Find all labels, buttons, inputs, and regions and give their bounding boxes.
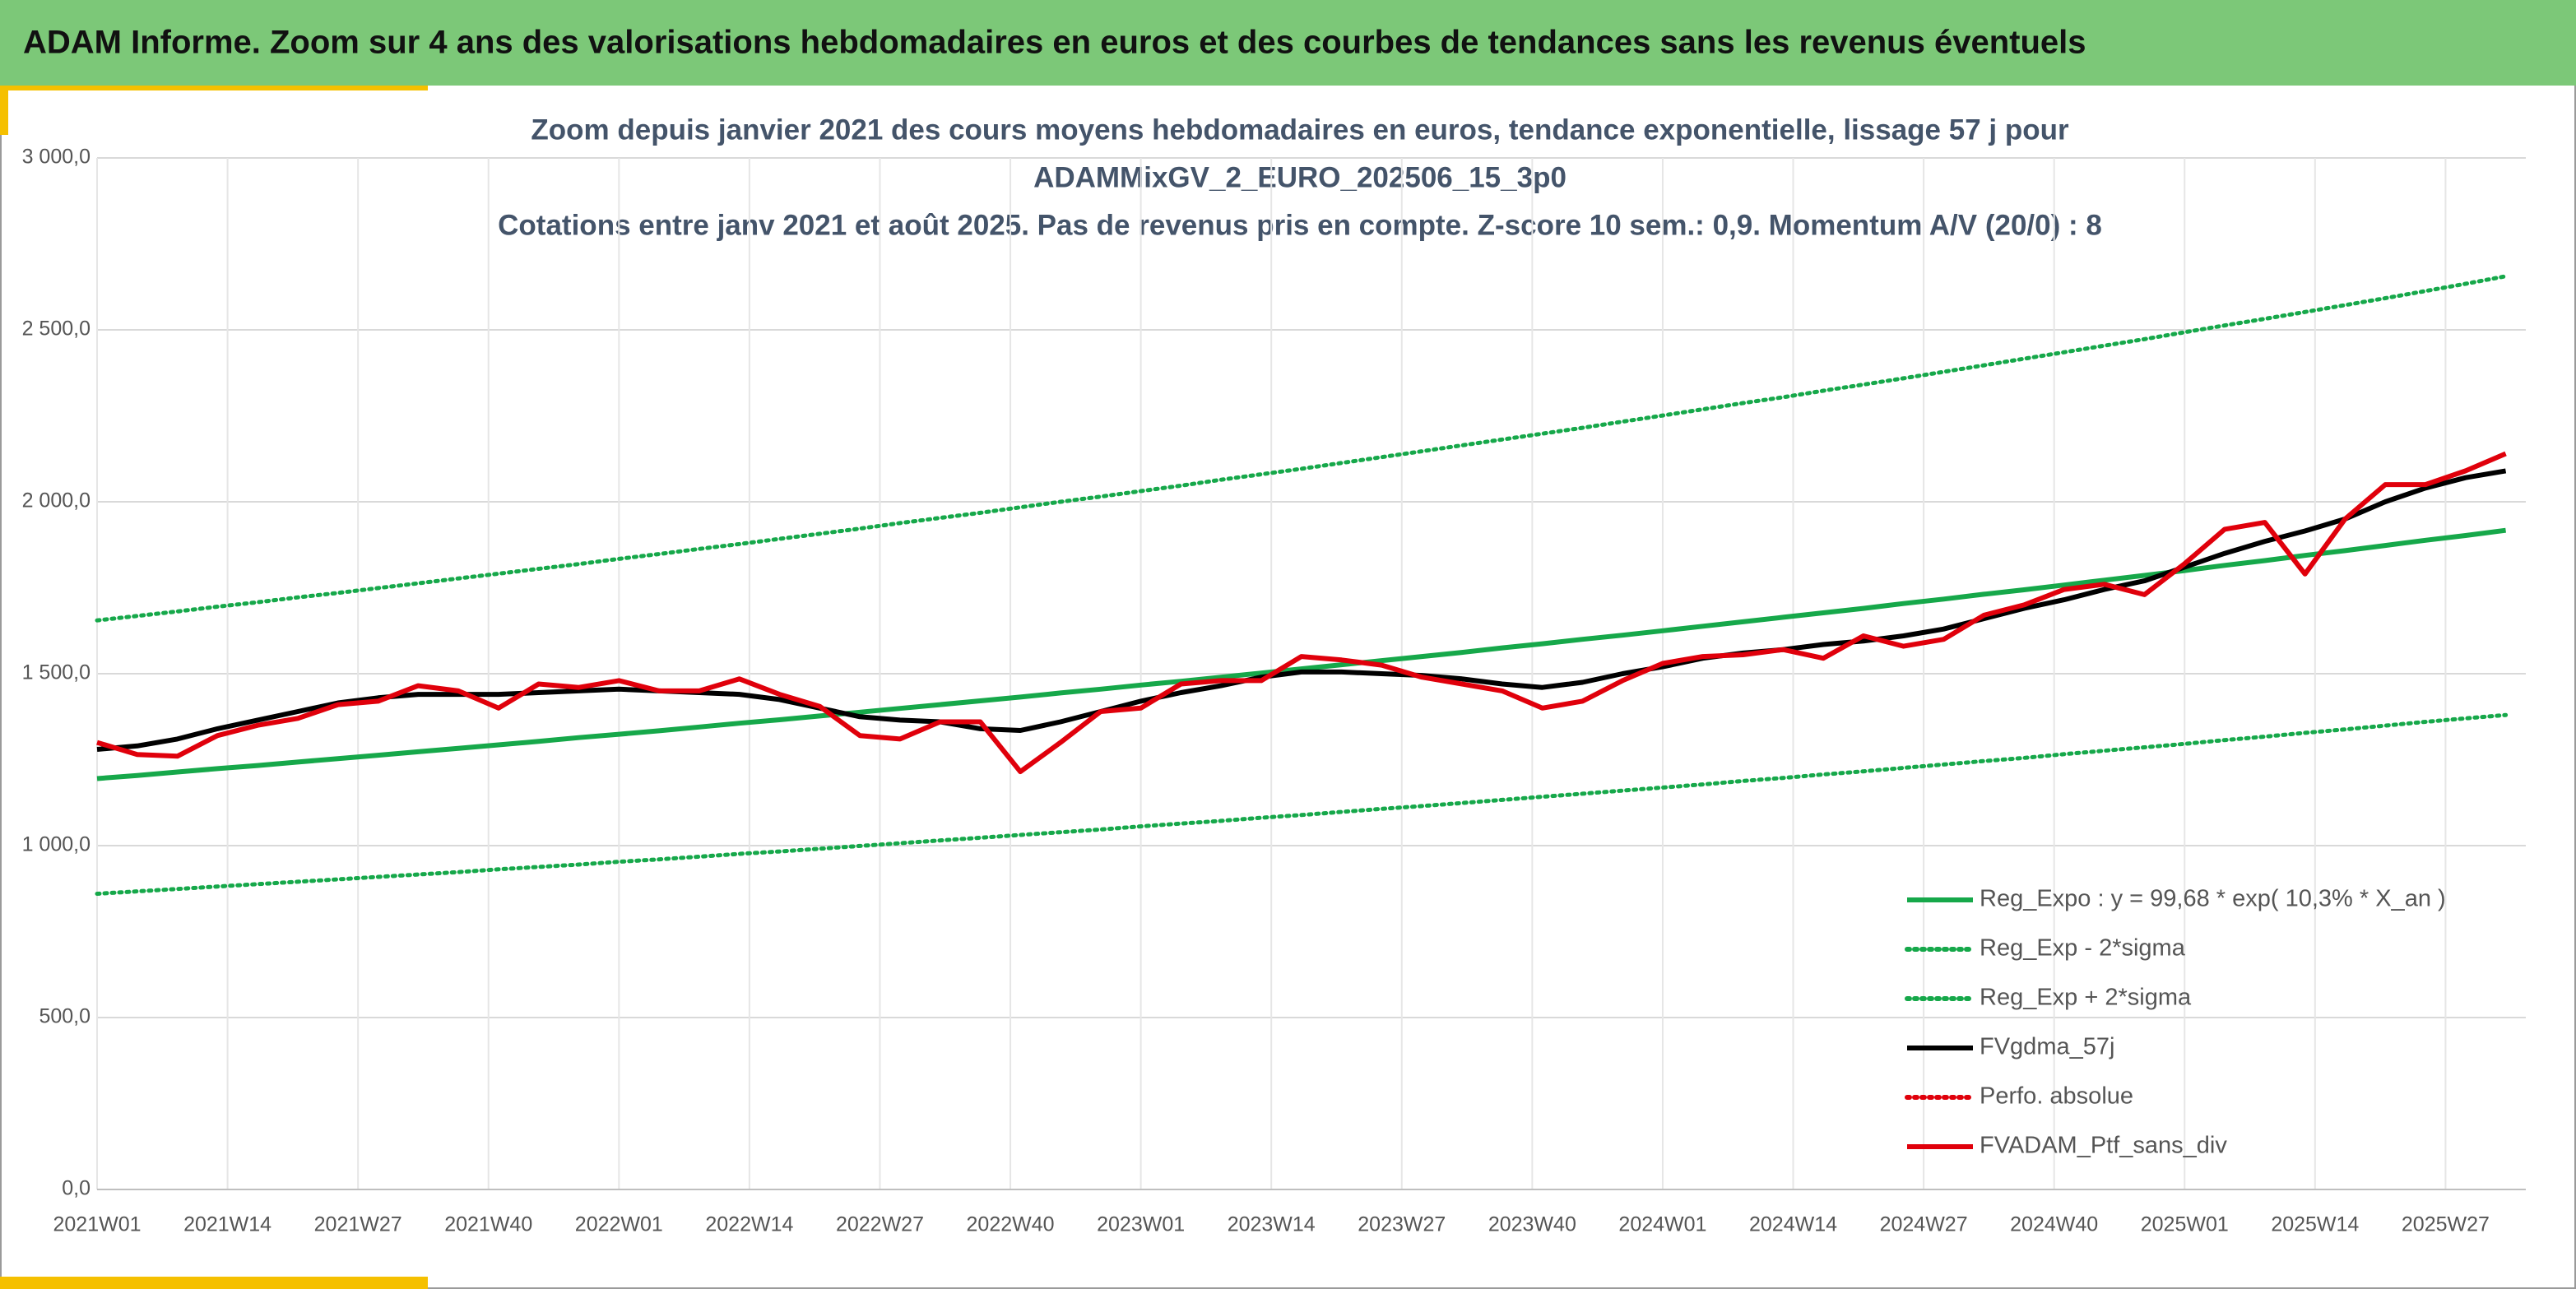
series-line: [96, 527, 2506, 781]
x-tick-label: 2025W01: [2141, 1213, 2229, 1236]
x-tick-label: 2024W27: [1880, 1213, 1968, 1236]
legend-label: Reg_Exp - 2*sigma: [1980, 935, 2186, 962]
chart-title: Cotations entre janv 2021 et août 2025. …: [498, 209, 2102, 241]
series-line: [95, 274, 2509, 623]
x-tick-label: 2025W14: [2271, 1213, 2359, 1236]
x-tick-label: 2023W14: [1228, 1213, 1316, 1236]
x-tick-label: 2023W01: [1097, 1213, 1185, 1236]
x-tick-label: 2025W27: [2402, 1213, 2490, 1236]
legend-label: Reg_Expo : y = 99,68 * exp( 10,3% * X_an…: [1980, 886, 2446, 912]
y-tick-label: 0,0: [62, 1177, 91, 1200]
legend-label: FVgdma_57j: [1980, 1034, 2114, 1060]
y-tick-label: 1 500,0: [22, 661, 91, 684]
x-tick-label: 2022W40: [967, 1213, 1055, 1236]
x-tick-label: 2024W14: [1749, 1213, 1837, 1236]
y-tick-label: 1 000,0: [22, 833, 91, 856]
y-tick-label: 2 000,0: [22, 489, 91, 512]
y-tick-label: 500,0: [39, 1005, 91, 1028]
legend-label: Reg_Exp + 2*sigma: [1980, 985, 2192, 1011]
legend-label: Perfo. absolue: [1980, 1083, 2133, 1110]
accent: [0, 86, 428, 90]
header-title: ADAM Informe. Zoom sur 4 ans des valoris…: [23, 25, 2086, 61]
x-tick-label: 2023W27: [1358, 1213, 1446, 1236]
accent: [0, 86, 8, 135]
x-tick-label: 2021W14: [183, 1213, 272, 1236]
x-tick-label: 2021W40: [444, 1213, 532, 1236]
x-tick-label: 2022W27: [836, 1213, 924, 1236]
y-tick-label: 3 000,0: [22, 146, 91, 169]
series-line: [95, 712, 2509, 896]
x-tick-label: 2022W14: [705, 1213, 793, 1236]
accent: [0, 1277, 428, 1289]
legend-label: FVADAM_Ptf_sans_div: [1980, 1133, 2227, 1159]
chart-title: ADAMMixGV_2_EURO_202506_15_3p0: [1033, 161, 1566, 193]
x-tick-label: 2024W40: [2010, 1213, 2098, 1236]
x-tick-label: 2022W01: [575, 1213, 663, 1236]
header-bar: [0, 0, 2576, 86]
chart-title: Zoom depuis janvier 2021 des cours moyen…: [531, 114, 2069, 146]
x-tick-label: 2023W40: [1488, 1213, 1576, 1236]
x-tick-label: 2021W27: [314, 1213, 402, 1236]
y-tick-label: 2 500,0: [22, 318, 91, 341]
x-tick-label: 2024W01: [1618, 1213, 1706, 1236]
series-line: [96, 451, 2507, 775]
series-line: [96, 468, 2507, 752]
x-tick-label: 2021W01: [53, 1213, 141, 1236]
